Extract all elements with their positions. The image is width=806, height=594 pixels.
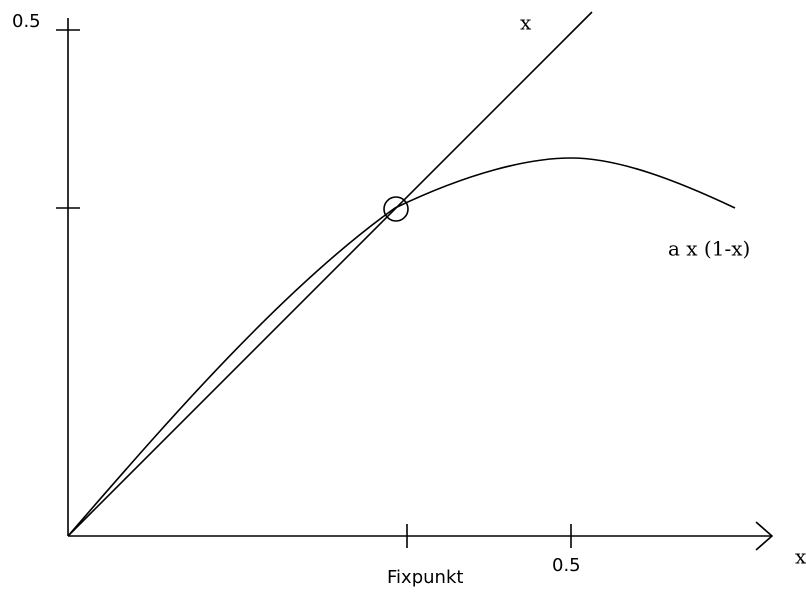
diagonal: [67, 11, 593, 537]
fixpoint-marker: [383, 196, 409, 222]
diagonal-label: x: [520, 11, 532, 35]
y-tick-label: 0.5: [12, 11, 41, 32]
logistic-curve: [67, 157, 736, 537]
x-axis-arrow: [755, 521, 774, 551]
x-axis-label: x: [795, 545, 806, 569]
fixpoint-label: Fixpunkt: [387, 567, 463, 588]
x-tick-label: 0.5: [552, 555, 581, 576]
curve-label: a x (1-x): [668, 237, 750, 261]
